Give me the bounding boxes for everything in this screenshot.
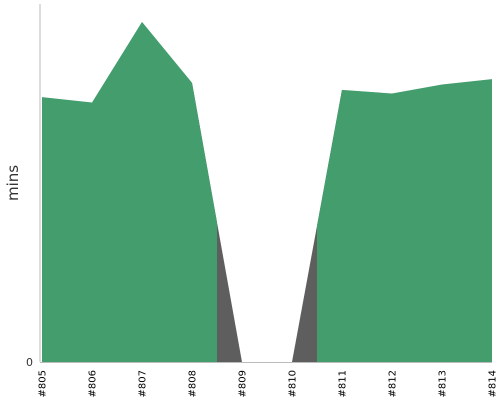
y-tick-label-zero: 0 [26,356,33,369]
x-tick-label: #811 [338,370,349,397]
x-tick-label: #810 [288,370,299,397]
x-tick-label: #814 [488,370,499,397]
x-tick-label: #808 [188,370,199,397]
x-tick-labels: #805 #806 #807 #808 #809 #810 #811 #812 #813 #814 [38,370,499,397]
area-segment-0 [42,21,217,363]
x-tick-label: #807 [138,370,149,397]
area-segment-1 [317,79,492,363]
x-tick-label: #806 [88,370,99,397]
x-tick-label: #809 [238,370,249,397]
y-axis-label: mins [4,165,22,201]
area-layer [42,21,492,363]
x-tick-label: #805 [38,370,49,397]
x-tick-label: #812 [388,370,399,397]
x-tick-label: #813 [438,370,449,397]
